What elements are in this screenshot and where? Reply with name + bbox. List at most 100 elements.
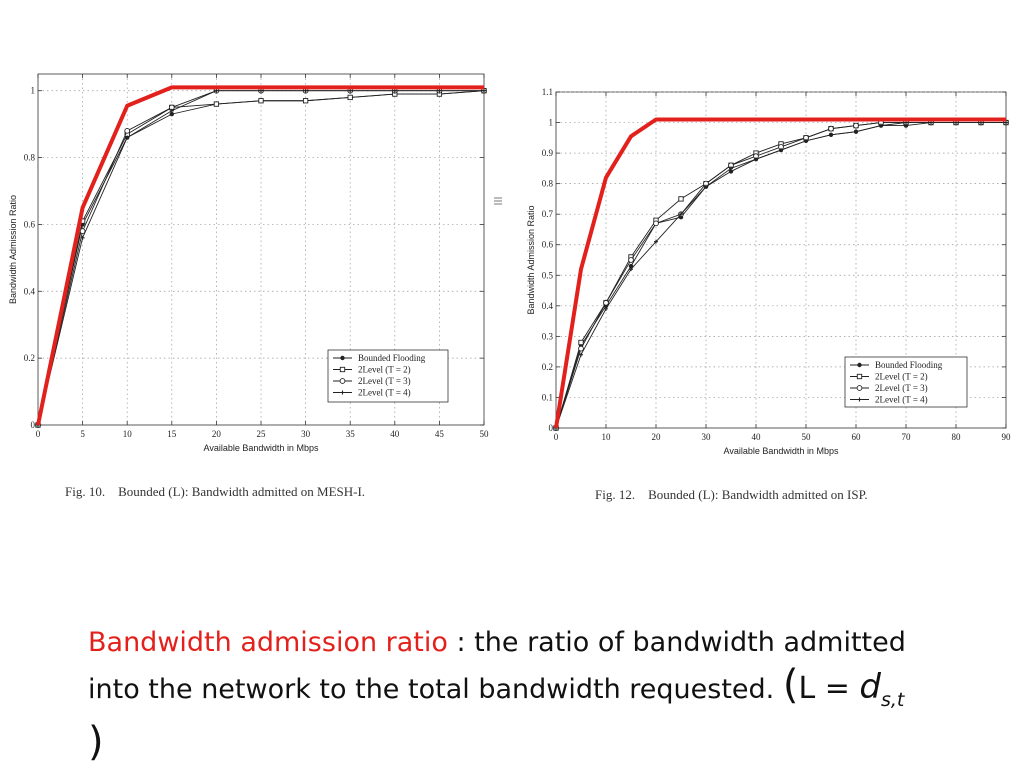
legend-label: 2Level (T = 3) (358, 376, 411, 386)
series-point (80, 235, 85, 240)
y-axis-label: Bandwidth Admission Ratio (526, 205, 536, 314)
formula-subscript: s,t (880, 689, 905, 711)
legend-label: Bounded Flooding (358, 353, 426, 363)
x-tick-label: 10 (602, 432, 612, 442)
legend-marker (857, 362, 862, 368)
series-point (629, 267, 633, 272)
legend-label: 2Level (T = 4) (875, 395, 928, 405)
series-point (653, 220, 659, 227)
series-point (804, 138, 808, 143)
fig12-caption: Fig. 12. Bounded (L): Bandwidth admitted… (595, 487, 868, 502)
series-point (754, 157, 758, 162)
series-point (213, 101, 220, 107)
legend-marker (339, 378, 346, 384)
series-point (347, 94, 353, 101)
y-tick-label: 0.6 (542, 240, 554, 250)
legend-label: Bounded Flooding (875, 360, 943, 370)
series-point (779, 148, 783, 153)
y-tick-label: 0.7 (542, 209, 554, 219)
series-point (828, 125, 834, 132)
x-tick-label: 50 (802, 432, 812, 442)
y-tick-label: 0 (549, 423, 554, 433)
legend-label: 2Level (T = 4) (358, 388, 411, 398)
y-tick-label: 0.8 (542, 179, 554, 189)
series-point (259, 88, 263, 93)
divider-mark (494, 197, 502, 205)
series-point (879, 123, 883, 128)
x-tick-label: 30 (301, 429, 311, 439)
x-tick-label: 30 (702, 432, 712, 442)
series-point (302, 98, 309, 104)
series-point (729, 166, 733, 171)
x-tick-label: 0 (554, 432, 559, 442)
formula-close-paren: ) (88, 719, 104, 765)
legend-label: 2Level (T = 3) (875, 383, 928, 393)
series-point (854, 129, 858, 134)
y-tick-label: 0.2 (542, 362, 553, 372)
highlight-line (554, 117, 1006, 429)
y-tick-label: 0.6 (24, 219, 36, 229)
series-point (578, 339, 584, 346)
series-point (482, 88, 486, 93)
x-tick-label: 5 (80, 429, 85, 439)
series-point (604, 306, 608, 311)
series-point (169, 111, 174, 117)
formula: (L = ds,t ) (88, 664, 905, 765)
x-tick-label: 80 (952, 432, 962, 442)
y-tick-label: 1.1 (542, 87, 553, 97)
y-tick-label: 1 (31, 86, 36, 96)
x-tick-label: 20 (212, 429, 222, 439)
term-highlight: Bandwidth admission ratio (88, 627, 448, 658)
series-point (628, 257, 634, 263)
y-tick-label: 0.2 (24, 353, 35, 363)
formula-var: d (859, 667, 881, 707)
series-point (437, 88, 442, 93)
legend-marker (339, 366, 346, 373)
series-point (603, 299, 609, 306)
x-tick-label: 40 (752, 432, 762, 442)
series-point (728, 169, 734, 174)
x-tick-label: 60 (852, 432, 862, 442)
series-point (704, 184, 708, 189)
x-tick-label: 15 (167, 429, 177, 439)
charts-canvas: 00.20.40.60.810 5 10 15 20 25 30 35 40 45 50Availa… (8, 73, 1011, 456)
series-point (654, 239, 658, 244)
legend-marker (340, 390, 345, 395)
y-tick-label: 0.1 (542, 392, 553, 402)
definition-body: : the ratio of bandwidth admitted into t… (88, 627, 906, 705)
series-point (169, 108, 174, 113)
x-tick-label: 0 (36, 429, 41, 439)
series-point (829, 132, 833, 137)
x-tick-label: 50 (480, 429, 490, 439)
x-tick-label: 10 (123, 429, 133, 439)
series-point (124, 127, 131, 134)
x-tick-label: 25 (257, 429, 267, 439)
x-tick-label: 35 (346, 429, 356, 439)
legend-box (327, 349, 449, 403)
x-tick-label: 45 (435, 429, 445, 439)
series-point (679, 212, 683, 217)
chart-mesh: 00.20.40.60.810 5 10 15 20 25 30 35 40 45 50Availa… (8, 73, 490, 453)
series-point (214, 88, 219, 93)
legend-marker (856, 373, 863, 380)
series-point (125, 135, 130, 140)
series-point (79, 228, 86, 234)
series-point (258, 98, 264, 104)
y-tick-label: 0.4 (542, 301, 554, 311)
highlight-line (36, 85, 484, 426)
y-axis-label: Bandwidth Admission Ratio (8, 195, 18, 304)
fig10-caption: Fig. 10. Bounded (L): Bandwidth admitted… (65, 484, 366, 499)
formula-lhs: L = (798, 671, 860, 706)
legend-marker (857, 397, 862, 402)
x-tick-label: 20 (652, 432, 662, 442)
series-point (579, 352, 583, 357)
y-tick-label: 0.4 (24, 286, 36, 296)
y-tick-label: 0.5 (542, 270, 554, 280)
y-tick-label: 0.9 (542, 148, 554, 158)
x-tick-label: 70 (902, 432, 912, 442)
y-tick-label: 0.3 (542, 331, 554, 341)
chart-isp: 0 0.1 0.2 0.3 0.4 0.5 0.6 0.7 0.8 0.9 1 1.1 0 10 20 30 4… (526, 87, 1011, 456)
legend-label: 2Level (T = 2) (875, 372, 928, 382)
y-tick-label: 0.8 (24, 153, 36, 163)
series-point (678, 196, 684, 202)
